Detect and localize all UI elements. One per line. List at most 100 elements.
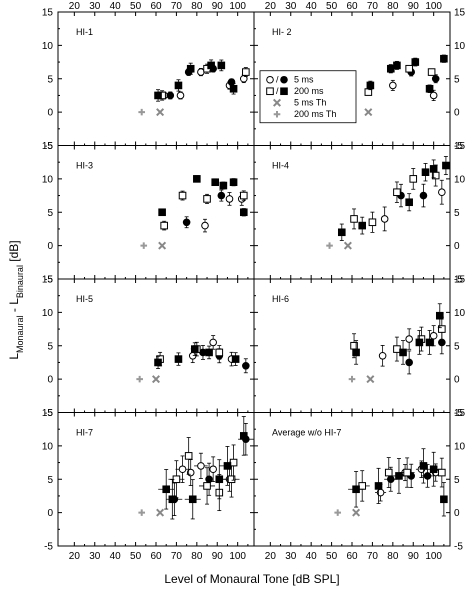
data-point — [405, 198, 413, 207]
y-tick-label: -5 — [44, 542, 53, 553]
data-point — [199, 348, 207, 357]
data-point — [160, 221, 168, 230]
x-tick-label: 50 — [130, 1, 142, 12]
data-point — [386, 64, 395, 73]
x-tick-label: 20 — [69, 551, 81, 562]
data-point — [378, 351, 387, 360]
y-tick-label: 10 — [454, 308, 466, 319]
data-point — [440, 495, 448, 504]
y-tick-label: 15 — [454, 275, 466, 286]
data-point — [215, 348, 224, 357]
data-point — [419, 462, 428, 470]
threshold-marker — [156, 508, 165, 517]
y-tick-label: 10 — [42, 441, 54, 452]
data-point — [219, 181, 228, 190]
data-point — [409, 175, 418, 183]
y-tick-label: 15 — [42, 275, 54, 286]
y-label-tail: [dB] — [7, 240, 21, 265]
y-tick-label: 5 — [454, 208, 460, 219]
y-tick-label: 10 — [454, 41, 466, 52]
x-tick-label: 100 — [425, 551, 442, 562]
y-tick-label: 15 — [454, 8, 466, 19]
threshold-marker — [348, 375, 356, 383]
data-point — [168, 495, 177, 504]
data-point — [184, 452, 193, 460]
data-point — [197, 68, 205, 76]
x-tick-label: 20 — [265, 551, 277, 562]
data-point — [337, 228, 346, 237]
data-point — [242, 68, 250, 76]
data-point — [209, 338, 217, 347]
threshold-marker — [326, 242, 333, 249]
legend-label: 5 ms Th — [294, 98, 326, 108]
legend-slash: / — [276, 86, 279, 96]
threshold-marker — [352, 508, 361, 517]
data-point — [193, 175, 201, 183]
data-point — [205, 348, 213, 357]
y-tick-label: -5 — [44, 275, 53, 286]
y-tick-label: 10 — [42, 308, 54, 319]
data-point — [227, 475, 236, 484]
x-tick-label: 90 — [212, 1, 224, 12]
panel-title: HI-7 — [76, 428, 93, 438]
legend-marker — [273, 110, 281, 118]
data-point — [186, 64, 195, 73]
x-tick-label: 90 — [408, 1, 420, 12]
x-tick-label: 80 — [191, 1, 203, 12]
y-tick-label: 15 — [42, 141, 54, 152]
y-tick-label: -5 — [454, 141, 463, 152]
x-tick-label: 70 — [171, 551, 183, 562]
panel-title: HI-6 — [272, 294, 289, 304]
x-tick-label: 20 — [69, 1, 81, 12]
data-point — [223, 462, 232, 470]
panel-1: HI-1 -5 0 5 10 15 20 30 40 50 60 70 80 90 100 — [42, 1, 255, 152]
panel-title: Average w/o HI-7 — [272, 428, 341, 438]
x-tick-label: 60 — [150, 551, 162, 562]
y-axis-label: LMonaural - LBinaural [dB] — [7, 240, 25, 359]
data-point — [368, 218, 377, 227]
x-tick-label: 100 — [229, 551, 246, 562]
threshold-marker — [366, 375, 375, 384]
x-tick-label: 100 — [229, 1, 246, 12]
y-tick-label: 10 — [454, 441, 466, 452]
data-point — [239, 191, 248, 200]
data-point — [352, 348, 360, 357]
y-tick-label: 0 — [454, 241, 460, 252]
y-tick-label: 0 — [47, 241, 53, 252]
y-label-mid: - L — [7, 298, 21, 316]
x-tick-label: 90 — [212, 551, 224, 562]
data-point — [389, 81, 397, 90]
data-point — [393, 61, 401, 70]
y-tick-label: -5 — [454, 542, 463, 553]
y-tick-label: 5 — [47, 475, 53, 486]
data-point — [425, 338, 434, 347]
legend-marker — [266, 75, 274, 84]
data-point — [162, 485, 171, 494]
data-point — [438, 325, 446, 333]
data-point — [429, 91, 438, 100]
y-tick-label: -5 — [44, 141, 53, 152]
data-point — [380, 215, 389, 223]
y-tick-label: 0 — [47, 508, 53, 519]
data-point — [421, 168, 430, 176]
data-point — [415, 338, 424, 347]
x-tick-label: 70 — [367, 1, 379, 12]
data-point — [229, 458, 238, 467]
panel-title: HI-4 — [272, 161, 289, 171]
panel-5: HI-5 -5 0 5 10 15 — [42, 275, 255, 419]
panel-8: Average w/o HI-7 -5 0 5 10 15 20 30 40 50 60 70 80 90… — [253, 408, 466, 562]
data-point — [215, 475, 224, 484]
x-tick-label: 100 — [425, 1, 442, 12]
y-tick-label: 15 — [42, 8, 54, 19]
data-point — [438, 468, 446, 477]
data-point — [154, 91, 162, 100]
data-point — [217, 191, 226, 200]
data-point — [393, 188, 401, 197]
data-point — [423, 472, 432, 480]
data-point — [190, 345, 199, 353]
x-tick-label: 40 — [110, 1, 122, 12]
data-point — [442, 161, 450, 170]
threshold-marker — [138, 108, 146, 116]
